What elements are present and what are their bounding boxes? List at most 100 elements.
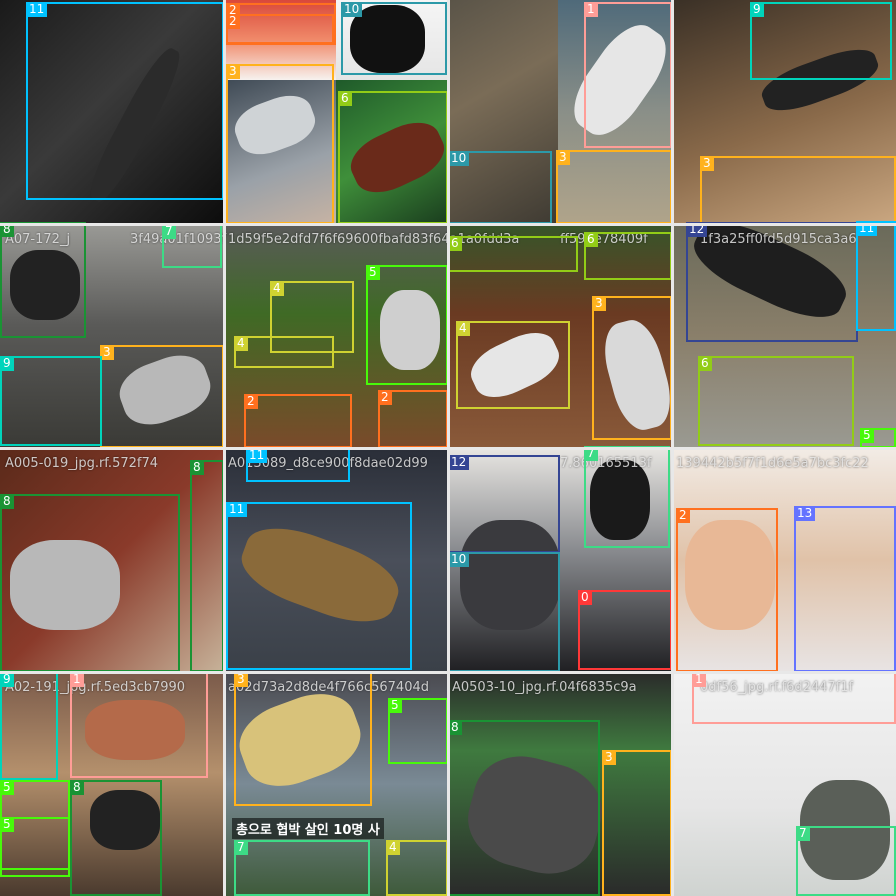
class-label: 9 [750, 2, 764, 17]
detection-box: 10 [448, 552, 560, 672]
object-shape [10, 250, 80, 320]
object-shape [685, 520, 775, 630]
class-label: 5 [0, 780, 14, 795]
detection-box: 6 [584, 232, 672, 280]
class-label: 5 [0, 817, 14, 832]
class-label: 7 [796, 826, 810, 841]
detection-box: 11 [226, 502, 412, 670]
filename-label: A005-019_jpg.rf.572f74 [5, 456, 158, 471]
detection-box: 8 [0, 222, 86, 338]
detection-box: 13 [794, 506, 896, 672]
class-label: 11 [26, 2, 48, 17]
image-tile [224, 0, 336, 80]
class-label: 2 [244, 394, 258, 409]
class-label: 4 [270, 281, 284, 296]
grid-separator [0, 671, 896, 674]
class-label: 6 [584, 232, 598, 247]
class-label: 5 [388, 698, 402, 713]
filename-label: A07-172_j [5, 232, 71, 247]
detection-box: 5 [860, 428, 896, 448]
class-label: 9 [0, 356, 14, 371]
detection-box: 6 [698, 356, 854, 446]
caption-overlay: 총으로 협박 살인 10명 사 [232, 818, 384, 839]
detection-box: 8 [448, 720, 600, 896]
class-label: 4 [386, 840, 400, 855]
object-shape [90, 790, 160, 850]
class-label: 8 [190, 460, 204, 475]
detection-box: 1 [584, 2, 672, 148]
filename-label: A02-191_jpg.rf.5ed3cb7990 [5, 680, 186, 695]
detection-box: 7 [796, 826, 896, 896]
class-label: 6 [698, 356, 712, 371]
filename-label: 1f3a25ff0fd5d915ca3a6 [700, 232, 857, 247]
class-label: 3 [100, 345, 114, 360]
detection-box: 5 [388, 698, 448, 764]
class-label: 2 [226, 14, 240, 29]
class-label: 10 [341, 2, 363, 17]
detection-box: 3 [100, 345, 224, 448]
detection-box: 9 [750, 2, 892, 80]
detection-box: 7 [162, 224, 222, 268]
class-label: 1 [70, 672, 84, 687]
image-tile [673, 0, 896, 224]
filename-label: 139442b5f7f1d6e5a7bc3fc22 [676, 456, 869, 471]
class-label: 9 [0, 672, 14, 687]
class-label: 1 [584, 2, 598, 17]
object-shape [590, 460, 650, 540]
object-shape [350, 5, 425, 73]
detection-box: 11 [246, 448, 350, 482]
class-label: 3 [234, 672, 248, 687]
detection-box: 5 [366, 265, 448, 385]
class-label: 1 [692, 672, 706, 687]
detection-box: 7 [234, 840, 370, 896]
class-label: 7 [234, 840, 248, 855]
class-label: 12 [448, 455, 470, 470]
class-label: 13 [794, 506, 816, 521]
class-label: 6 [338, 91, 352, 106]
filename-label: A0503-10_jpg.rf.04f6835c9a [452, 680, 637, 695]
detection-box: 9 [0, 356, 102, 446]
class-label: 11 [246, 448, 268, 463]
class-label: 4 [234, 336, 248, 351]
filename-label: ff596e78409f [560, 232, 648, 247]
class-label: 2 [378, 390, 392, 405]
class-label: 8 [448, 720, 462, 735]
class-label: 3 [592, 296, 606, 311]
detection-box: 4 [270, 281, 354, 353]
detection-box: 10 [341, 2, 447, 75]
detection-box: 6 [338, 91, 448, 224]
detection-box: 3 [700, 156, 896, 224]
detection-box: 6 [448, 236, 578, 272]
filename-label: 3f49a01f1093f [130, 232, 227, 247]
class-label: 11 [226, 502, 248, 517]
detection-box: 2 [226, 14, 334, 44]
class-label: 10 [448, 151, 470, 166]
detection-box: 11 [856, 221, 896, 331]
class-label: 8 [70, 780, 84, 795]
detection-box: 9 [0, 672, 58, 780]
tile-photo [673, 0, 896, 224]
detection-box: 3 [226, 64, 334, 224]
tile-photo [224, 0, 336, 80]
detection-box: 5 [0, 817, 70, 877]
detection-box: 12 [448, 455, 560, 553]
detection-box: 3 [602, 750, 672, 896]
detection-box: 1 [692, 672, 896, 724]
detection-box: 4 [386, 840, 448, 896]
image-tile [448, 0, 558, 224]
tile-photo [448, 0, 558, 224]
detection-box: 3 [592, 296, 672, 440]
detection-box: 3 [234, 672, 372, 806]
detection-box: 0 [578, 590, 672, 670]
class-label: 7 [162, 224, 176, 239]
grid-separator [0, 223, 896, 226]
detection-box: 8 [70, 780, 162, 896]
detection-box: 7 [584, 446, 670, 548]
filename-label: A013089_d8ce900f8dae02d99 [228, 456, 428, 471]
class-label: 3 [700, 156, 714, 171]
object-shape [10, 540, 120, 630]
class-label: 10 [448, 552, 470, 567]
filename-label: a02d73a2d8de4f766c567404d [228, 680, 429, 695]
filename-label: 1d59f5e2dfd7f6f69600fbafd83f64a1a0fdd3a [228, 232, 520, 247]
